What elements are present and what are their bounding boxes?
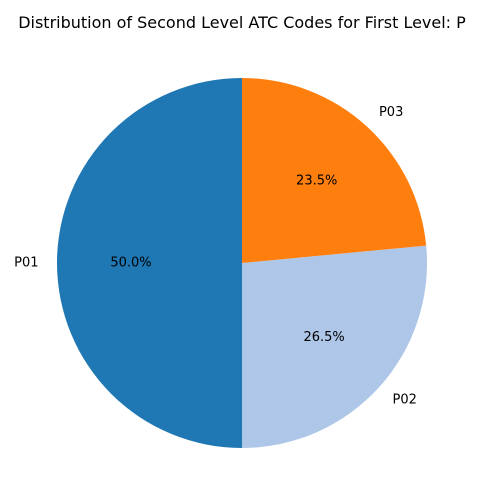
slice-percent-p02: 26.5% bbox=[303, 330, 344, 345]
slice-label-p02: P02 bbox=[393, 392, 417, 407]
chart-title: Distribution of Second Level ATC Codes f… bbox=[18, 13, 466, 32]
pie-slice-p01 bbox=[57, 78, 242, 448]
slice-label-p03: P03 bbox=[379, 105, 403, 120]
slice-percent-p01: 50.0% bbox=[110, 256, 151, 271]
pie-labels: P01 50.0% P02 26.5% P03 23.5% bbox=[14, 105, 417, 407]
slice-percent-p03: 23.5% bbox=[296, 173, 337, 188]
pie-slices bbox=[57, 78, 427, 448]
pie-slice-p02 bbox=[242, 245, 427, 448]
slice-label-p01: P01 bbox=[14, 256, 38, 271]
pie-slice-p03 bbox=[242, 78, 427, 263]
